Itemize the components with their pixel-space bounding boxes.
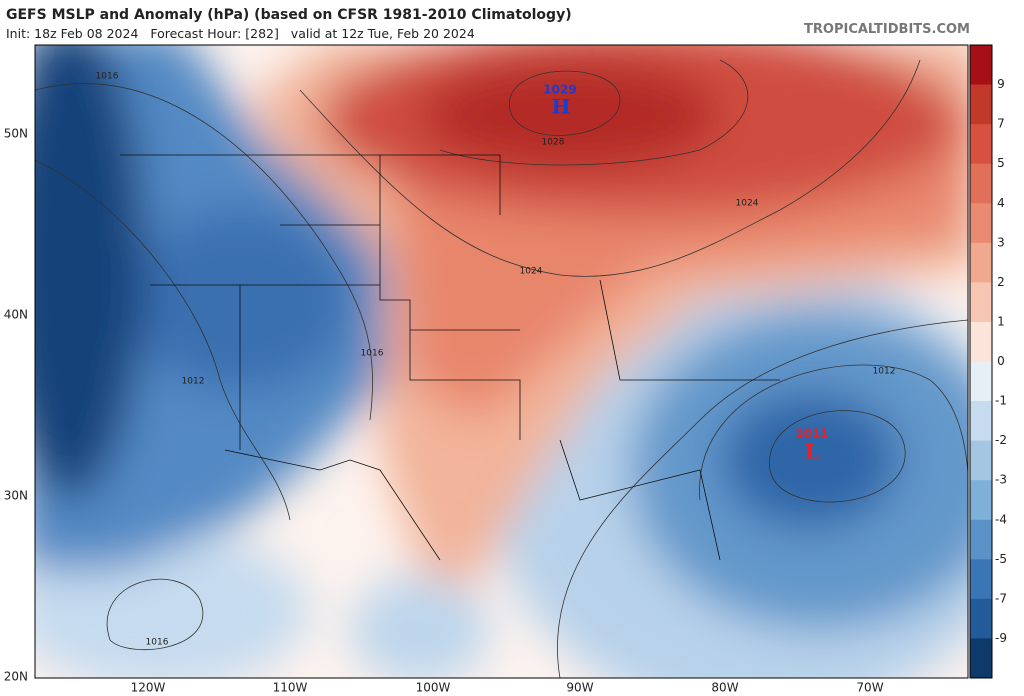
colorbar-band xyxy=(970,559,992,600)
colorbar-band xyxy=(970,401,992,442)
colorbar-label: 4 xyxy=(997,196,1005,210)
isobar xyxy=(107,578,204,650)
lon-label: 90W xyxy=(566,681,593,695)
colorbar-label: -4 xyxy=(995,512,1007,526)
isobar xyxy=(35,159,291,521)
lat-label: 50N xyxy=(4,127,28,141)
isobar xyxy=(509,70,621,136)
colorbar-label: -7 xyxy=(995,591,1007,605)
low-symbol: L xyxy=(805,440,819,464)
lon-label: 110W xyxy=(273,681,308,695)
map: 1016 1012 1016 1024 1028 1024 1012 1016 … xyxy=(35,45,968,678)
colorbar-label: -3 xyxy=(995,473,1007,487)
contour-label: 1016 xyxy=(96,72,119,82)
contour-label: 1012 xyxy=(182,377,205,387)
colorbar-label: -1 xyxy=(995,394,1007,408)
colorbar-band xyxy=(970,282,992,323)
colorbar-band xyxy=(970,124,992,165)
subtitle: Init: 18z Feb 08 2024 Forecast Hour: [28… xyxy=(6,26,475,41)
isobar xyxy=(439,59,749,166)
boundaries xyxy=(120,154,780,561)
title: GEFS MSLP and Anomaly (hPa) (based on CF… xyxy=(6,7,572,23)
colorbar-band xyxy=(970,45,992,86)
colorbar-band xyxy=(970,361,992,402)
isobar xyxy=(557,319,968,678)
isobar xyxy=(769,410,906,503)
colorbar-band xyxy=(970,163,992,204)
lon-label: 120W xyxy=(131,681,166,695)
lon-label: 100W xyxy=(416,681,451,695)
contour-label: 1016 xyxy=(146,638,169,648)
contour-label: 1016 xyxy=(361,349,384,359)
isobar xyxy=(299,59,921,277)
colorbar-band xyxy=(970,321,992,362)
isobar xyxy=(35,83,373,421)
colorbar-label: 5 xyxy=(997,156,1005,170)
colorbar-band xyxy=(970,598,992,639)
colorbar-band xyxy=(970,519,992,560)
colorbar-frame xyxy=(969,44,993,679)
colorbar-label: -2 xyxy=(995,433,1007,447)
map-frame xyxy=(34,44,969,679)
source: TROPICALTIDBITS.COM xyxy=(804,22,970,37)
contour-label: 1012 xyxy=(873,367,896,377)
lat-label: 30N xyxy=(4,489,28,503)
lat-label: 20N xyxy=(4,670,28,684)
colorbar-label: 9 xyxy=(997,77,1005,91)
low-value: 1011 xyxy=(795,427,828,441)
colorbar: 9 7 5 4 3 2 1 0 -1 -2 -3 -4 -5 -7 -9 xyxy=(969,44,1007,679)
contour-label: 1024 xyxy=(520,267,543,277)
lon-label: 70W xyxy=(856,681,883,695)
colorbar-label: 1 xyxy=(997,314,1005,328)
high-symbol: H xyxy=(552,95,571,119)
colorbar-label: 3 xyxy=(997,235,1005,249)
colorbar-label: -5 xyxy=(995,552,1007,566)
colorbar-label: 2 xyxy=(997,275,1005,289)
colorbar-band xyxy=(970,242,992,283)
lon-label: 80W xyxy=(711,681,738,695)
colorbar-band xyxy=(970,84,992,125)
isobar xyxy=(699,364,968,560)
colorbar-label: -9 xyxy=(995,631,1007,645)
colorbar-band xyxy=(970,440,992,481)
lat-label: 40N xyxy=(4,308,28,322)
colorbar-band xyxy=(970,638,992,679)
colorbar-band xyxy=(970,203,992,244)
colorbar-label: 7 xyxy=(997,117,1005,131)
high-value: 1029 xyxy=(543,83,576,97)
contour-label: 1028 xyxy=(542,138,565,148)
colorbar-label: 0 xyxy=(997,354,1005,368)
contour-label: 1024 xyxy=(736,199,759,209)
colorbar-band xyxy=(970,480,992,521)
